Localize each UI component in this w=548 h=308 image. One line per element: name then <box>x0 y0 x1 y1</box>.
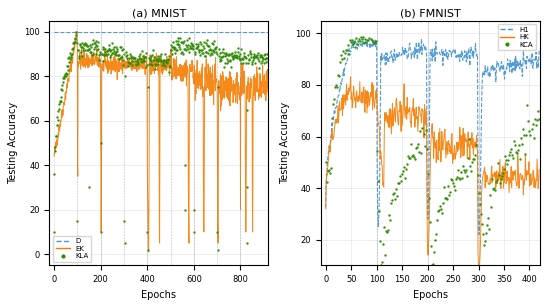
Title: (a) MNIST: (a) MNIST <box>132 8 186 18</box>
Legend: H1, HK, KCA: H1, HK, KCA <box>498 24 536 50</box>
Title: (b) FMNIST: (b) FMNIST <box>399 8 460 18</box>
X-axis label: Epochs: Epochs <box>141 290 176 300</box>
Legend: D, EK, KLA: D, EK, KLA <box>53 236 91 262</box>
Y-axis label: Testing Accuracy: Testing Accuracy <box>8 102 18 184</box>
Y-axis label: Testing Accuracy: Testing Accuracy <box>279 102 289 184</box>
X-axis label: Epochs: Epochs <box>413 290 448 300</box>
